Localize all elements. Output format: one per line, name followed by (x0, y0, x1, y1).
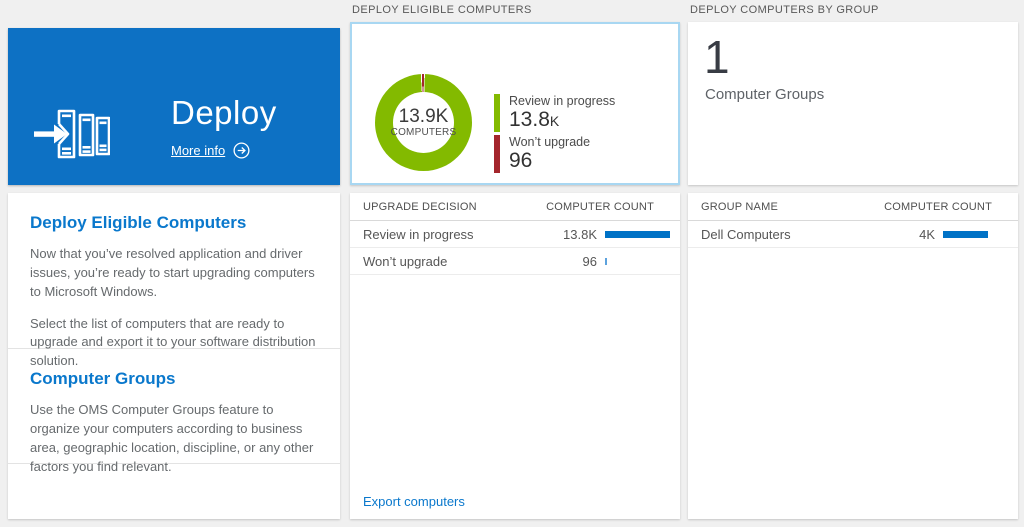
eligible-computers-chart-card[interactable]: 13.9K COMPUTERS Review in progress 13.8K… (350, 22, 680, 185)
row-count: 13.8K (563, 226, 597, 242)
section-paragraph: Now that you’ve resolved application and… (30, 246, 315, 299)
upgrade-decision-table-card: UPGRADE DECISION COMPUTER COUNT Review i… (350, 193, 680, 519)
donut-center-label: COMPUTERS (390, 127, 457, 138)
legend-swatch-green (494, 94, 500, 132)
row-name: Won’t upgrade (363, 253, 448, 269)
section-computer-groups: Computer Groups Use the OMS Computer Gro… (8, 348, 340, 474)
count-bar (943, 230, 988, 238)
group-count-value: 1 (704, 31, 730, 83)
legend-label: Won’t upgrade (509, 135, 591, 149)
row-name: Review in progress (363, 226, 474, 242)
legend-value-suffix: K (549, 113, 560, 129)
count-bar (605, 230, 670, 238)
column-header-upgrade-decision: UPGRADE DECISION (363, 200, 477, 213)
legend-value: 96 (509, 149, 533, 172)
donut-legend: Review in progress 13.8K Won’t upgrade 9… (494, 94, 615, 176)
middle-column-header: DEPLOY ELIGIBLE COMPUTERS (352, 4, 532, 16)
legend-item-review-in-progress: Review in progress 13.8K (494, 94, 615, 132)
section-heading: Deploy Eligible Computers (30, 213, 247, 232)
legend-value: 13.8 (509, 108, 550, 131)
legend-swatch-red (494, 135, 500, 173)
group-table-card: GROUP NAME COMPUTER COUNT Dell Computers… (688, 193, 1018, 519)
donut-center-value: 13.9K (398, 106, 449, 127)
column-header-computer-count: COMPUTER COUNT (546, 200, 654, 213)
deploy-step-tile[interactable]: Deploy More info (8, 28, 340, 185)
tile-title: Deploy (171, 94, 277, 131)
legend-item-wont-upgrade: Won’t upgrade 96 (494, 135, 615, 173)
section-deploy-eligible-computers: Deploy Eligible Computers Now that you’v… (8, 193, 340, 368)
table-row[interactable]: Dell Computers 4K (688, 221, 1018, 248)
count-bar (605, 257, 607, 265)
section-paragraph: Use the OMS Computer Groups feature to o… (30, 402, 314, 474)
column-header-group-name: GROUP NAME (701, 200, 778, 213)
table-header-row: GROUP NAME COMPUTER COUNT (688, 193, 1018, 221)
row-count: 96 (582, 253, 597, 269)
group-count-label: Computer Groups (705, 86, 825, 103)
more-info-link[interactable]: More info (171, 143, 226, 158)
section-filler (8, 463, 340, 518)
left-description-card: Deploy Eligible Computers Now that you’v… (8, 193, 340, 519)
row-name: Dell Computers (701, 226, 791, 242)
donut-chart: 13.9K COMPUTERS (375, 74, 472, 171)
right-column-header: DEPLOY COMPUTERS BY GROUP (690, 4, 879, 16)
legend-label: Review in progress (509, 94, 616, 108)
more-info-arrow-icon[interactable] (233, 142, 250, 159)
table-header-row: UPGRADE DECISION COMPUTER COUNT (350, 193, 680, 221)
table-row[interactable]: Won’t upgrade 96 (350, 248, 680, 275)
column-header-computer-count: COMPUTER COUNT (884, 200, 992, 213)
computer-groups-summary-card[interactable]: 1 Computer Groups (688, 22, 1018, 185)
row-count: 4K (919, 226, 935, 242)
export-computers-link[interactable]: Export computers (363, 494, 465, 509)
table-row[interactable]: Review in progress 13.8K (350, 221, 680, 248)
section-heading: Computer Groups (30, 369, 176, 388)
deploy-books-arrow-icon (34, 109, 110, 159)
section-paragraph: Select the list of computers that are re… (30, 315, 316, 369)
